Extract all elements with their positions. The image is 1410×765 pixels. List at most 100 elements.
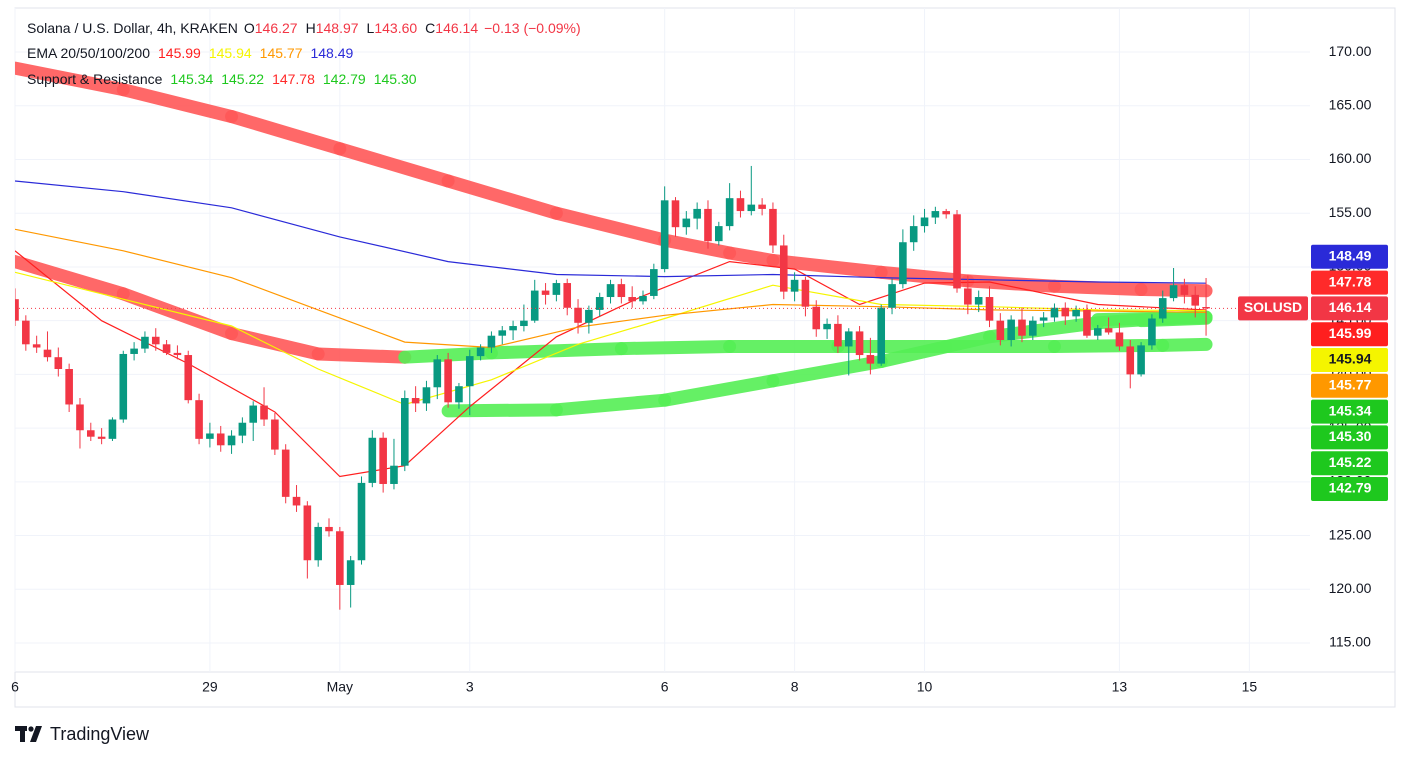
price-label-bg xyxy=(1311,270,1388,295)
candle-body xyxy=(97,436,106,439)
candle-body xyxy=(541,290,550,295)
candle-body xyxy=(866,355,875,364)
candle-body xyxy=(790,279,799,292)
symbol-label-bg xyxy=(1238,296,1308,321)
candle-body xyxy=(671,200,680,228)
candle-body xyxy=(855,331,864,356)
x-tick-label: 6 xyxy=(11,679,19,695)
x-tick-label: 6 xyxy=(661,679,669,695)
candle-body xyxy=(985,297,994,321)
candle-body xyxy=(758,204,766,209)
candle-body xyxy=(65,369,73,405)
grid xyxy=(14,8,1310,672)
candle-body xyxy=(357,482,366,561)
ohlc-label: O xyxy=(244,20,255,36)
sr-line-segment xyxy=(225,327,325,361)
candle-body xyxy=(260,405,268,420)
x-tick-label: 8 xyxy=(791,679,799,695)
candle-body xyxy=(54,357,63,370)
candle-body xyxy=(530,290,539,321)
candle-body xyxy=(411,398,420,404)
price-label-bg xyxy=(1311,348,1388,373)
sr-line-segment xyxy=(1156,337,1213,352)
candle-body xyxy=(779,245,788,292)
candle-body xyxy=(704,208,712,242)
sr-line-segment xyxy=(658,374,780,407)
indicator-value: 145.77 xyxy=(260,45,303,61)
candle-body xyxy=(1007,319,1015,340)
candle-body xyxy=(1148,318,1156,346)
candle-body xyxy=(595,297,604,310)
indicator-name: Support & Resistance xyxy=(27,71,163,87)
y-tick-label: 125.00 xyxy=(1329,526,1372,542)
candle-body xyxy=(682,218,691,228)
price-label: 145.30 xyxy=(1329,428,1372,444)
price-label: 145.77 xyxy=(1329,377,1372,393)
logo-part xyxy=(30,726,42,742)
x-tick-label: 3 xyxy=(466,679,474,695)
candle-body xyxy=(108,419,117,439)
candle-body xyxy=(249,405,258,423)
candle-body xyxy=(909,226,918,243)
candle-body xyxy=(487,335,496,348)
sr-line-segment xyxy=(15,61,130,97)
candle-body xyxy=(715,226,723,242)
candle-body xyxy=(1115,332,1124,347)
candle-body xyxy=(433,359,442,388)
price-label: 147.78 xyxy=(1329,273,1372,289)
candle-body xyxy=(628,297,636,302)
price-label-bg xyxy=(1311,451,1388,476)
indicator-value: 145.22 xyxy=(221,71,264,87)
candle-body xyxy=(455,386,463,403)
sr-line-segment xyxy=(766,253,888,279)
ohlc-value: 146.27 xyxy=(255,20,298,36)
axes: 115.00120.00125.00130.00135.00140.00145.… xyxy=(11,43,1388,695)
candle-body xyxy=(1050,307,1059,318)
candle-body xyxy=(920,217,929,227)
indicator-value: 145.99 xyxy=(158,45,201,61)
sr-line-segment xyxy=(484,342,628,360)
candle-body xyxy=(281,449,290,497)
candle-body xyxy=(1191,294,1200,306)
candle-body xyxy=(823,323,831,330)
candle-body xyxy=(173,352,182,356)
price-label: 145.99 xyxy=(1329,325,1372,341)
ohlc-label: C xyxy=(425,20,435,36)
candle-body xyxy=(953,214,961,289)
candle-body xyxy=(206,433,214,439)
candle-body xyxy=(1126,346,1135,375)
candle-body xyxy=(563,283,572,308)
candle-body xyxy=(184,355,193,401)
candle-body xyxy=(292,496,301,506)
indicator-value: 148.49 xyxy=(310,45,353,61)
candle-body xyxy=(509,326,517,331)
sr-line-segment xyxy=(441,174,563,220)
candle-body xyxy=(964,288,972,305)
sr-line-segment xyxy=(225,110,347,156)
indicator-value: 142.79 xyxy=(323,71,366,87)
sr-line-segment xyxy=(614,339,737,356)
candle-body xyxy=(1072,309,1080,317)
price-label: 145.22 xyxy=(1329,454,1372,470)
candle-body xyxy=(1202,307,1210,309)
logo-part xyxy=(20,726,25,742)
candle-body xyxy=(736,198,745,212)
sr-line-segment xyxy=(658,233,737,260)
ohlc-value: 146.14 xyxy=(435,20,478,36)
sr-line-segment xyxy=(549,393,672,417)
legend-line: Solana / U.S. Dollar, 4h, KRAKEN O146.27 H… xyxy=(27,20,581,36)
sr-line-segment xyxy=(766,354,888,388)
legend: Solana / U.S. Dollar, 4h, KRAKEN O146.27 H… xyxy=(27,20,581,87)
candle-body xyxy=(1083,309,1091,336)
indicator-name: EMA 20/50/100/200 xyxy=(27,45,150,61)
legend-line: EMA 20/50/100/200 145.99 145.94 145.77 148.4… xyxy=(27,45,354,61)
sr-line-segment xyxy=(1047,338,1170,353)
sr-line-segment xyxy=(15,255,130,301)
candle-body xyxy=(1169,285,1178,299)
ohlc-label: H xyxy=(306,20,316,36)
y-tick-label: 165.00 xyxy=(1329,96,1372,112)
candle-body xyxy=(834,323,842,347)
candle-body xyxy=(1018,319,1026,336)
candle-body xyxy=(974,297,983,305)
